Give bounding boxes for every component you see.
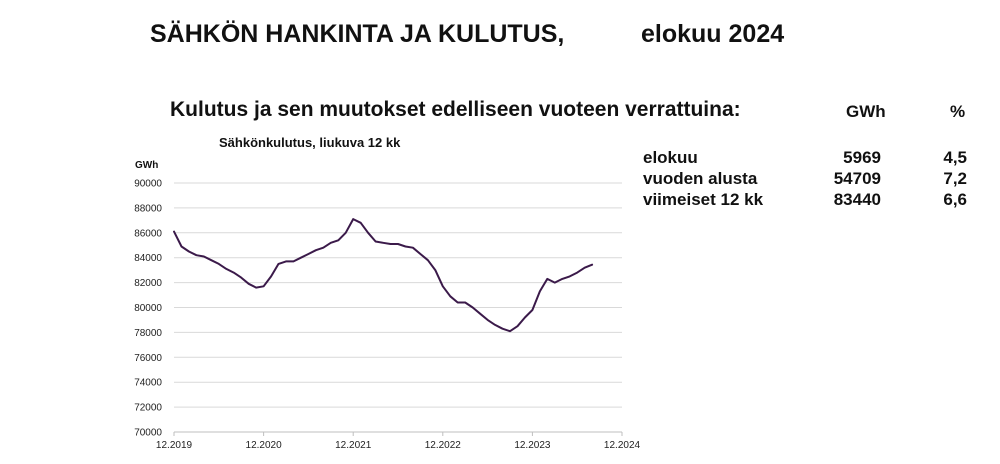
stats-gwh-value: 5969 bbox=[843, 148, 881, 167]
x-tick-label: 12.2022 bbox=[425, 440, 462, 451]
stats-label: vuoden alusta bbox=[643, 169, 758, 188]
y-tick-label: 90000 bbox=[134, 179, 162, 190]
x-tick-label: 12.2021 bbox=[335, 440, 372, 451]
stats-table: elokuu 5969 4,5 vuoden alusta 54709 7,2 … bbox=[643, 148, 967, 211]
stats-row-month: elokuu 5969 4,5 bbox=[643, 148, 967, 169]
x-tick-label: 12.2024 bbox=[604, 440, 641, 451]
y-tick-label: 78000 bbox=[134, 328, 162, 339]
y-tick-label: 74000 bbox=[134, 378, 162, 389]
x-tick-label: 12.2023 bbox=[514, 440, 551, 451]
stats-gwh-value: 83440 bbox=[833, 190, 881, 209]
stats-percent-value: 4,5 bbox=[943, 148, 967, 167]
page-period: elokuu 2024 bbox=[641, 20, 785, 48]
y-axis-unit-label: GWh bbox=[135, 160, 159, 171]
x-tick-label: 12.2019 bbox=[156, 440, 193, 451]
y-tick-label: 72000 bbox=[134, 403, 162, 414]
stats-percent-value: 6,6 bbox=[943, 190, 967, 209]
section-subtitle: Kulutus ja sen muutokset edelliseen vuot… bbox=[170, 98, 741, 121]
column-header-gwh: GWh bbox=[846, 102, 886, 121]
stats-row-year-to-date: vuoden alusta 54709 7,2 bbox=[643, 169, 967, 190]
stats-gwh-value: 54709 bbox=[833, 169, 881, 188]
y-tick-label: 88000 bbox=[134, 203, 162, 214]
page-title: SÄHKÖN HANKINTA JA KULUTUS, bbox=[150, 20, 565, 48]
y-tick-label: 80000 bbox=[134, 303, 162, 314]
stats-row-last-12-months: viimeiset 12 kk 83440 6,6 bbox=[643, 190, 967, 211]
stats-label: viimeiset 12 kk bbox=[643, 190, 764, 209]
x-tick-label: 12.2020 bbox=[246, 440, 283, 451]
y-tick-label: 70000 bbox=[134, 428, 162, 439]
column-header-percent: % bbox=[950, 102, 966, 121]
series-line bbox=[173, 218, 594, 333]
y-tick-label: 86000 bbox=[134, 228, 162, 239]
chart-title: Sähkönkulutus, liukuva 12 kk bbox=[219, 135, 401, 150]
stats-percent-value: 7,2 bbox=[943, 169, 967, 188]
y-tick-label: 76000 bbox=[134, 353, 162, 364]
stats-label: elokuu bbox=[643, 148, 698, 167]
y-tick-label: 84000 bbox=[134, 253, 162, 264]
y-tick-label: 82000 bbox=[134, 278, 162, 289]
